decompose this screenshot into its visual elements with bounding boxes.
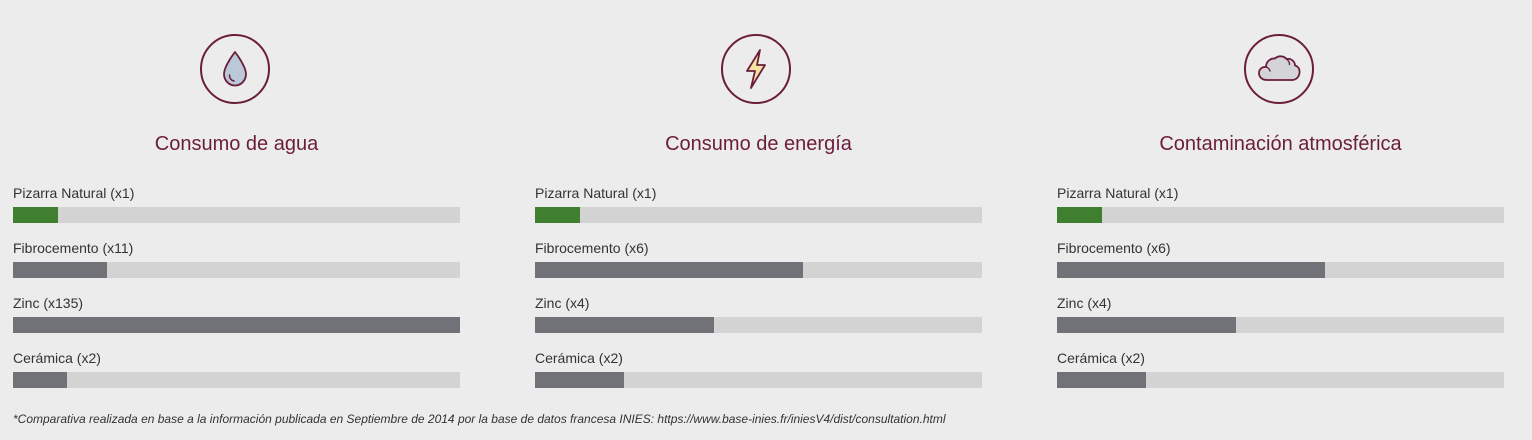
bar-row: Fibrocemento (x6): [1057, 239, 1504, 281]
bar-label: Pizarra Natural (x1): [1057, 185, 1179, 201]
bar-label: Zinc (x4): [1057, 295, 1112, 311]
bar: [535, 317, 714, 333]
bar: [1057, 317, 1236, 333]
bar: [1057, 262, 1326, 278]
bar: [1057, 207, 1102, 223]
bar-track: [1057, 262, 1504, 278]
bar-label: Pizarra Natural (x1): [13, 185, 135, 201]
bar-track: [13, 372, 460, 388]
panel-energy: Consumo de energía Pizarra Natural (x1) …: [535, 0, 982, 400]
bar-track: [13, 317, 460, 333]
bar-track: [535, 262, 982, 278]
bar-label: Pizarra Natural (x1): [535, 185, 657, 201]
bar: [535, 372, 625, 388]
bar-row: Zinc (x4): [535, 294, 982, 336]
bar-label: Fibrocemento (x6): [535, 240, 649, 256]
bar: [535, 262, 804, 278]
bar: [13, 372, 67, 388]
lightning-bolt-icon: [721, 34, 791, 104]
bar-label: Fibrocemento (x11): [13, 240, 134, 256]
panel-water: Consumo de agua Pizarra Natural (x1) Fib…: [13, 0, 460, 400]
bar-track: [1057, 207, 1504, 223]
bar-label: Zinc (x135): [13, 295, 84, 311]
cloud-icon: [1244, 34, 1314, 104]
panel-title: Contaminación atmosférica: [1159, 133, 1402, 155]
bar-row: Fibrocemento (x6): [535, 239, 982, 281]
panel-title: Consumo de agua: [154, 133, 319, 155]
water-drop-icon: [200, 34, 270, 104]
bar: [13, 207, 58, 223]
bar-row: Fibrocemento (x11): [13, 239, 460, 281]
bar-label: Zinc (x4): [535, 295, 590, 311]
bar-label: Cerámica (x2): [1057, 350, 1145, 366]
bar: [13, 317, 460, 333]
bar: [13, 262, 107, 278]
bar-row: Zinc (x135): [13, 294, 460, 336]
bar-label: Cerámica (x2): [13, 350, 101, 366]
bar-row: Cerámica (x2): [535, 349, 982, 391]
footnote: *Comparativa realizada en base a la info…: [13, 412, 946, 426]
bar-row: Cerámica (x2): [13, 349, 460, 391]
bar-row: Pizarra Natural (x1): [535, 184, 982, 226]
bar-label: Cerámica (x2): [535, 350, 623, 366]
bar-track: [1057, 372, 1504, 388]
bar-row: Cerámica (x2): [1057, 349, 1504, 391]
bar-track: [535, 317, 982, 333]
bar: [1057, 372, 1147, 388]
panel-air-pollution: Contaminación atmosférica Pizarra Natura…: [1057, 0, 1504, 400]
bar-track: [13, 262, 460, 278]
panel-title: Consumo de energía: [665, 133, 852, 155]
bar-track: [535, 207, 982, 223]
bar-track: [535, 372, 982, 388]
bar-track: [13, 207, 460, 223]
bar-track: [1057, 317, 1504, 333]
bar-row: Pizarra Natural (x1): [13, 184, 460, 226]
bar: [535, 207, 580, 223]
bar-row: Pizarra Natural (x1): [1057, 184, 1504, 226]
bar-row: Zinc (x4): [1057, 294, 1504, 336]
bar-label: Fibrocemento (x6): [1057, 240, 1171, 256]
